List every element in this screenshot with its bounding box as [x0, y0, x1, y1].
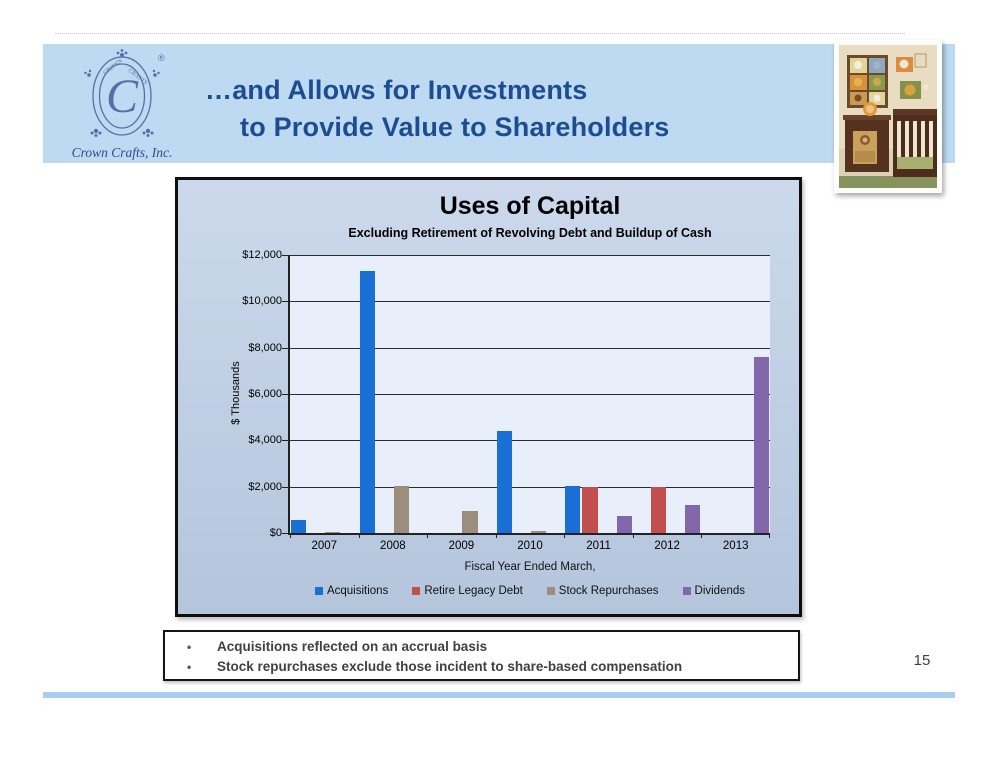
- gridline: [290, 440, 770, 442]
- legend-swatch-icon: [682, 587, 691, 595]
- footnote-text: Acquisitions reflected on an accrual bas…: [217, 639, 488, 654]
- footnote-item: • Stock repurchases exclude those inciden…: [187, 657, 798, 677]
- logo-caption: Crown Crafts, Inc.: [71, 145, 173, 160]
- y-tick-label: $6,000: [248, 388, 282, 400]
- bottom-bar: [43, 692, 955, 698]
- bar-dividends-2013: [753, 356, 769, 533]
- legend-item: Retire Legacy Debt: [412, 585, 523, 597]
- x-tick-mark: [564, 533, 566, 538]
- chart-subtitle: Excluding Retirement of Revolving Debt a…: [348, 226, 712, 240]
- y-axis-title: $ Thousands: [230, 361, 242, 425]
- registered-mark: ®: [158, 53, 165, 63]
- x-tick-label: 2010: [517, 540, 543, 552]
- x-tick-mark: [632, 533, 634, 538]
- y-axis-line: [288, 255, 290, 533]
- bar-stock-repurchases-2007: [325, 531, 341, 533]
- y-tick-label: $10,000: [242, 295, 282, 308]
- y-tick-label: $12,000: [242, 249, 282, 261]
- footnote-item: • Acquisitions reflected on an accrual ba…: [187, 637, 798, 657]
- x-axis-labels: 2007 2008 2009 2010 2011 2012 2013: [290, 540, 770, 555]
- x-tick-label: 2013: [722, 540, 749, 552]
- bar-stock-repurchases-2008: [393, 485, 409, 533]
- slide-title-line1: …and Allows for Investments: [205, 75, 588, 105]
- legend-item: Dividends: [682, 585, 746, 597]
- bar-acquisitions-2011: [565, 485, 581, 533]
- slide-title-line2: to Provide Value to Shareholders: [240, 112, 670, 142]
- y-tick-mark: [282, 440, 288, 442]
- y-tick-mark: [282, 486, 288, 488]
- footnote-text: Stock repurchases exclude those incident…: [217, 659, 683, 674]
- legend-item: Acquisitions: [314, 585, 389, 597]
- x-tick-mark: [290, 533, 291, 538]
- x-tick-mark: [769, 533, 770, 538]
- x-axis-title: Fiscal Year Ended March,: [464, 561, 596, 573]
- y-tick-mark: [282, 394, 288, 395]
- x-tick-mark: [358, 533, 360, 538]
- legend-swatch-icon: [314, 587, 323, 595]
- x-tick-label: 2007: [311, 540, 338, 552]
- crown-crafts-logo-icon: CROWN CRAFTS C ®: [84, 49, 165, 137]
- chart-title: Uses of Capital: [439, 192, 621, 220]
- footnote-list: • Acquisitions reflected on an accrual ba…: [165, 637, 798, 677]
- bullet-icon: •: [187, 640, 192, 654]
- bar-acquisitions-2007: [291, 520, 307, 533]
- x-tick-label: 2012: [654, 540, 680, 552]
- x-tick-mark: [701, 533, 703, 538]
- legend-swatch-icon: [412, 587, 421, 595]
- nursery-photo: [834, 40, 942, 193]
- x-axis-line: [288, 533, 770, 535]
- chart-box: Uses of Capital Excluding Retirement of …: [175, 177, 802, 617]
- bar-acquisitions-2010: [496, 431, 512, 533]
- x-tick-mark: [495, 533, 497, 538]
- x-tick-label: 2008: [380, 540, 406, 552]
- plot-area: [282, 255, 770, 538]
- y-axis-labels: $0 $2,000 $4,000 $6,000 $8,000 $10,000 $12,000: [178, 180, 282, 614]
- gridline: [290, 301, 770, 303]
- x-tick-label: 2009: [448, 540, 475, 552]
- x-tick-mark: [427, 533, 429, 538]
- y-tick-label: $2,000: [248, 480, 282, 493]
- bar-retire-legacy-debt-2011: [582, 486, 598, 533]
- bullet-icon: •: [187, 660, 192, 674]
- gridline: [290, 486, 770, 488]
- y-tick-mark: [282, 533, 288, 534]
- legend-item: Stock Repurchases: [546, 585, 659, 597]
- gridline: [290, 255, 770, 256]
- slide-title: …and Allows for Investments to Provide V…: [205, 72, 670, 146]
- company-logo: CROWN CRAFTS C ® Crown Crafts, Inc.: [58, 49, 186, 161]
- y-tick-label: $0: [269, 527, 282, 539]
- bar-dividends-2012: [685, 505, 701, 533]
- legend-label: Stock Repurchases: [558, 585, 659, 597]
- bar-dividends-2011: [616, 515, 632, 533]
- chart-legend: Acquisitions Retire Legacy Debt Stock Repu…: [270, 585, 790, 597]
- y-tick-label: $4,000: [248, 434, 282, 447]
- y-tick-label: $8,000: [248, 341, 282, 354]
- y-tick-mark: [282, 255, 288, 256]
- bar-retire-legacy-debt-2012: [651, 486, 667, 533]
- header-band: [43, 44, 955, 163]
- x-tick-label: 2011: [586, 540, 611, 552]
- bar-stock-repurchases-2010: [531, 530, 547, 533]
- y-tick-mark: [282, 347, 288, 349]
- logo-monogram: C: [106, 70, 139, 123]
- footnote-box: • Acquisitions reflected on an accrual ba…: [163, 630, 800, 681]
- logo-floret-icon: [84, 49, 160, 137]
- gridline: [290, 347, 770, 349]
- nursery-photo-image: [839, 45, 937, 188]
- y-tick-mark: [282, 301, 288, 303]
- bar-stock-repurchases-2009: [462, 511, 478, 533]
- header-shadow-line: [55, 33, 905, 34]
- gridline: [290, 394, 770, 395]
- legend-label: Retire Legacy Debt: [424, 585, 523, 597]
- bar-acquisitions-2008: [359, 271, 375, 533]
- legend-label: Acquisitions: [326, 585, 389, 597]
- page-number: 15: [913, 652, 931, 669]
- legend-label: Dividends: [694, 585, 746, 597]
- legend-swatch-icon: [546, 587, 555, 595]
